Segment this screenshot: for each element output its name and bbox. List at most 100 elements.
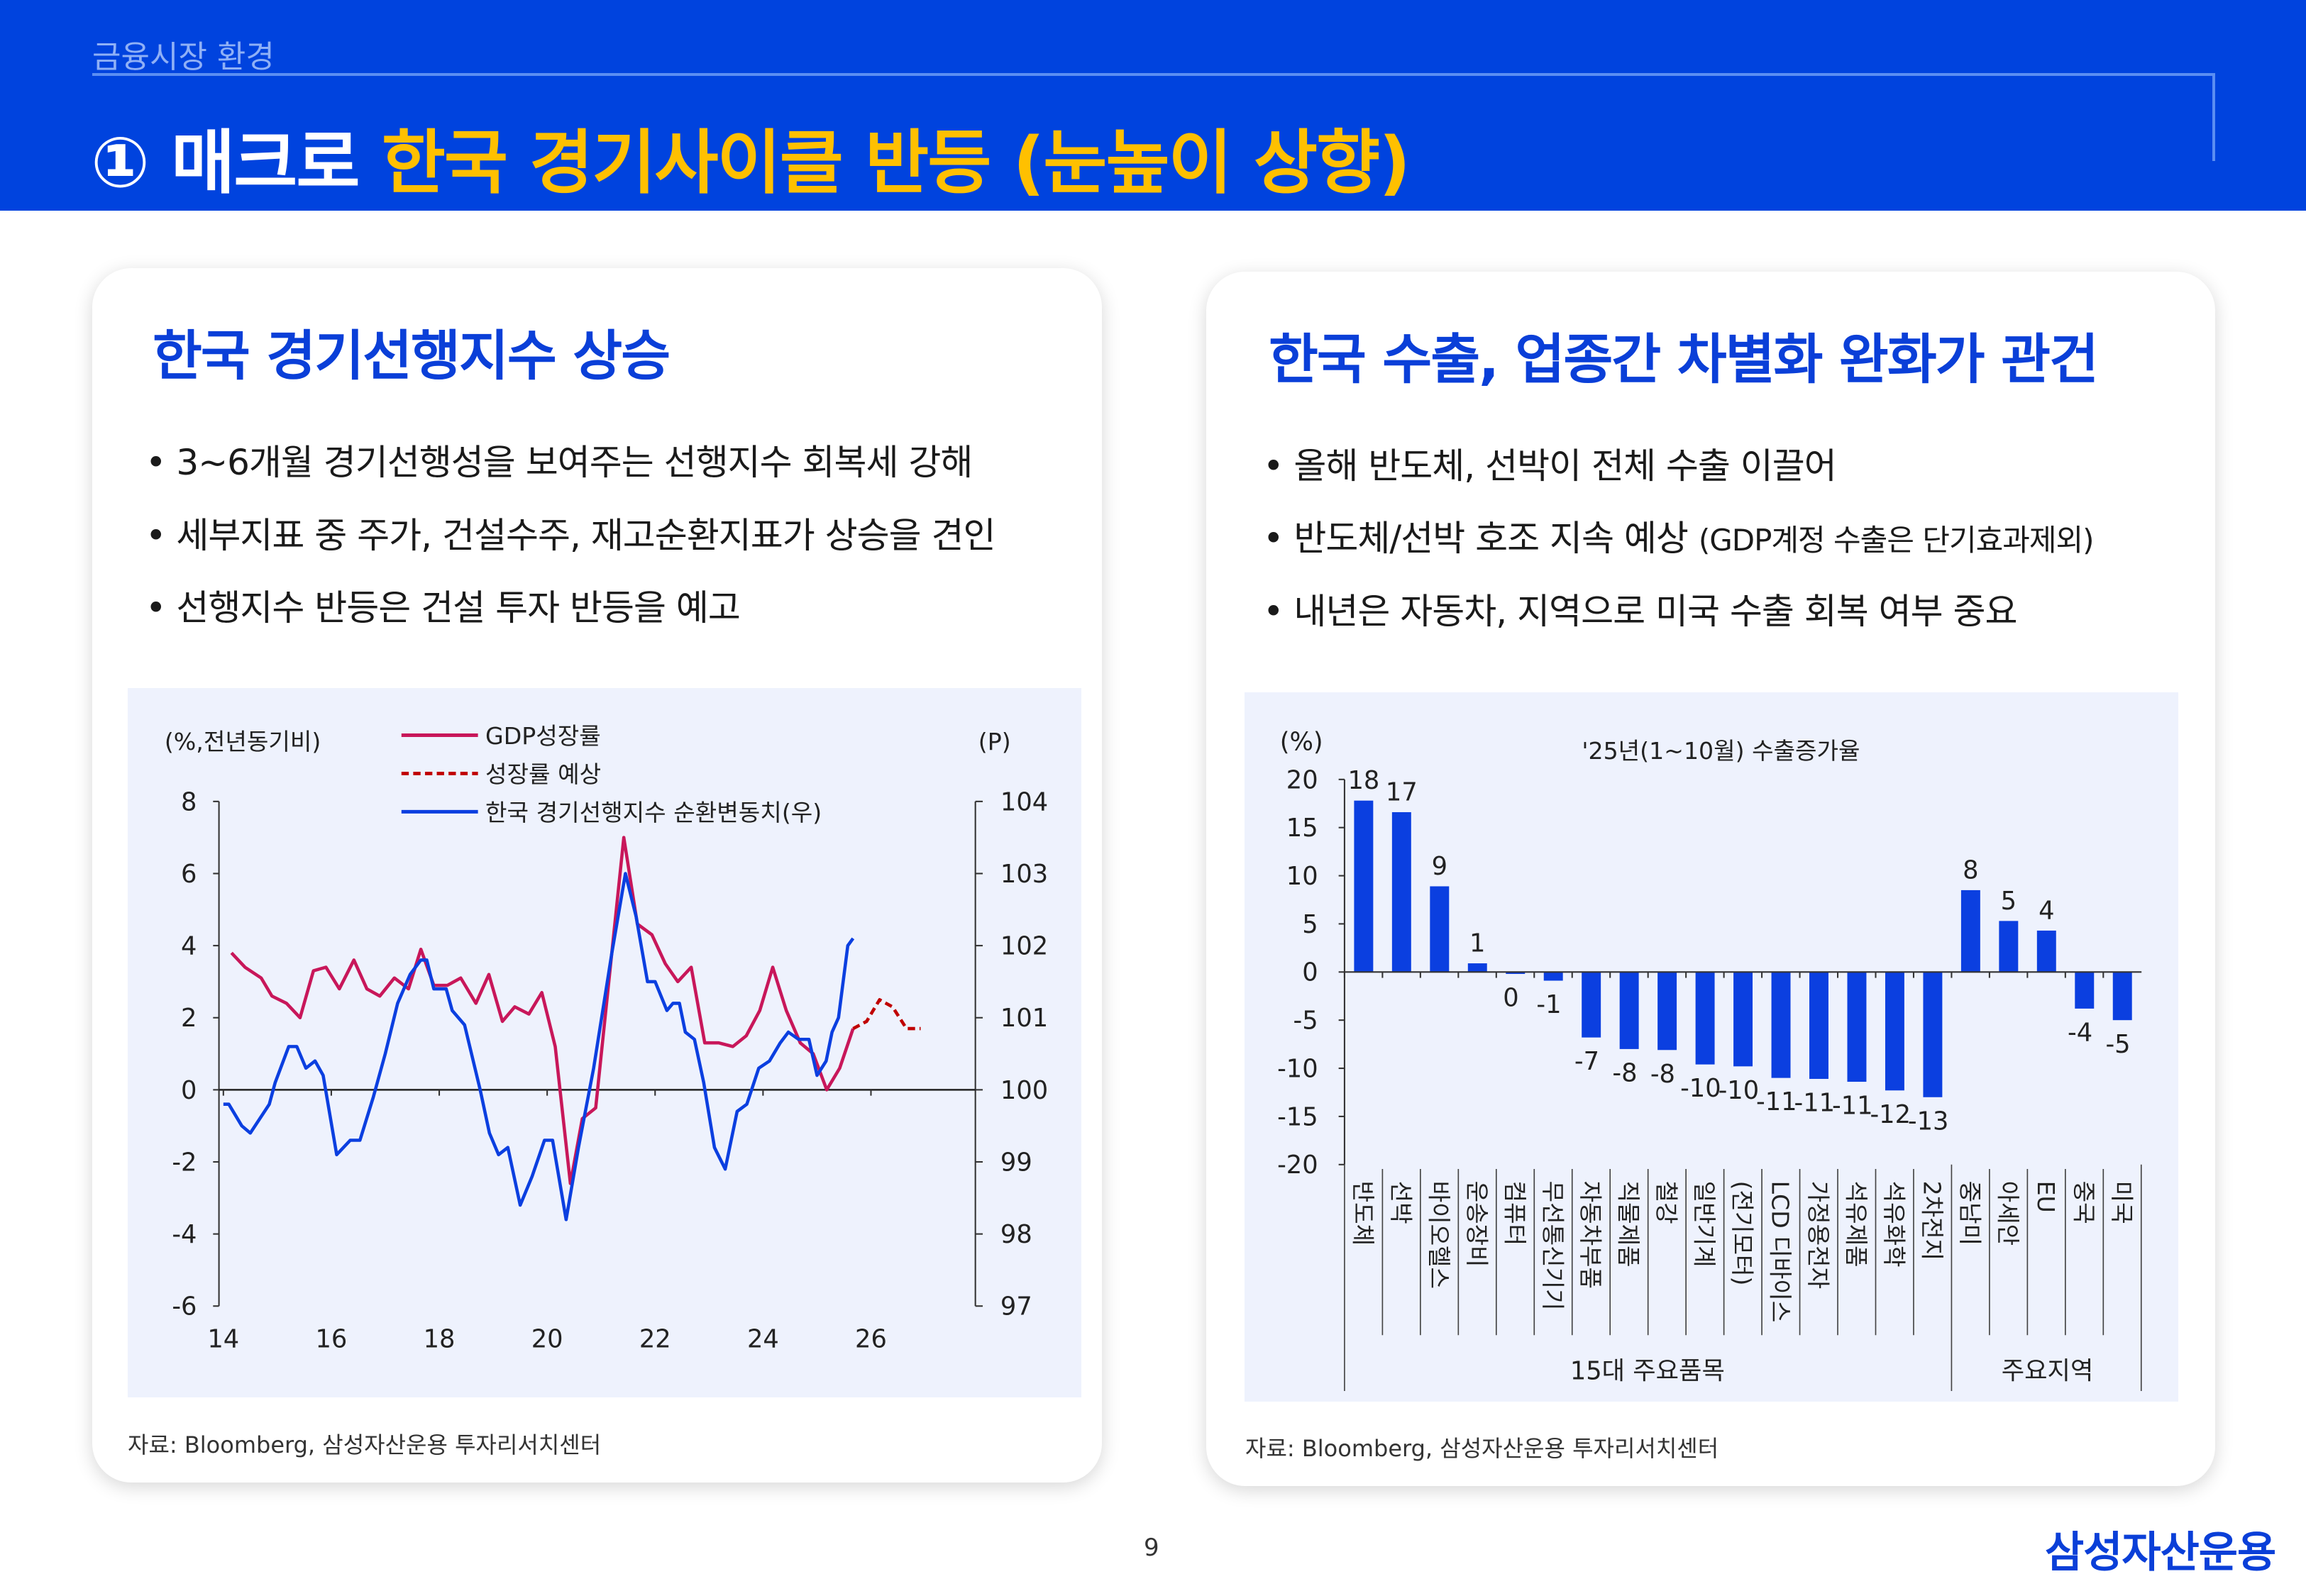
bar (1391, 811, 1411, 972)
bar-value-label: 0 (1503, 984, 1518, 1013)
right-card-heading: 한국 수출, 업종간 차별화 완화가 관건 (1269, 328, 2099, 391)
bar (1582, 972, 1601, 1038)
bar (2112, 972, 2132, 1021)
x-tick-label: 18 (424, 1324, 456, 1353)
bar (1657, 972, 1677, 1051)
right-tick-label: 97 (1000, 1292, 1032, 1321)
bar-value-label: -12 (1870, 1100, 1911, 1129)
title-category: 매크로 (171, 123, 360, 204)
section-label: 금융시장 환경 (92, 39, 275, 75)
bar-value-label: 5 (2001, 887, 2017, 916)
left-tick-label: 0 (181, 1076, 197, 1105)
category-label: 컴퓨터 (1501, 1181, 1528, 1246)
bar-value-label: -8 (1650, 1060, 1675, 1089)
title-number: ① (91, 123, 150, 204)
company-logo: 삼성자산운용 (2045, 1528, 2276, 1578)
bar-value-label: -10 (1680, 1074, 1721, 1103)
page-number: 9 (1144, 1534, 1159, 1562)
y-tick-label: -15 (1277, 1102, 1318, 1131)
bar (2075, 972, 2095, 1009)
export-growth-chart-panel: 20 15 10 5 0 -5 -10 -15 -20 (%) '25년(1~10월) 수출증가율 1… (1245, 692, 2178, 1402)
series-line-0 (230, 836, 855, 1185)
left-tick-label: 6 (181, 860, 197, 889)
category-label: 일반기계 (1691, 1181, 1719, 1268)
category-label: EU (2032, 1181, 2060, 1213)
bar (1619, 972, 1639, 1049)
bar (1467, 963, 1487, 972)
category-label: 직물제품 (1615, 1181, 1643, 1268)
bar-value-label: 18 (1347, 766, 1379, 795)
category-label: 반도체 (1349, 1181, 1377, 1246)
y-tick-label: 10 (1286, 862, 1318, 891)
bar (1506, 972, 1526, 975)
bar-value-label: -11 (1756, 1087, 1797, 1116)
bar-value-label: 8 (1963, 855, 1978, 885)
category-label: 바이오헬스 (1425, 1181, 1452, 1289)
bar-value-label: -7 (1574, 1047, 1599, 1076)
y-axis-unit: (%) (1280, 727, 1323, 756)
x-tick-label: 26 (855, 1324, 887, 1353)
bar-value-label: 1 (1469, 929, 1485, 958)
bullet-note: (GDP계정 수출은 단기효과제외) (1698, 523, 2095, 558)
category-label: 무선통신기기 (1539, 1181, 1567, 1311)
left-axis-unit: (%,전년동기비) (165, 728, 321, 755)
left-source: 자료: Bloomberg, 삼성자산운용 투자리서치센터 (128, 1431, 602, 1458)
right-bullet: • 올해 반도체, 선박이 전체 수출 이끌어 (1263, 438, 1837, 489)
right-tick-label: 103 (1000, 860, 1048, 889)
series-line-2 (223, 872, 855, 1221)
bar (1809, 972, 1828, 1079)
bar-value-label: -5 (2105, 1030, 2130, 1059)
left-card-heading: 한국 경기선행지수 상승 (153, 324, 671, 387)
category-label: 가정용전자 (1804, 1181, 1832, 1289)
left-bullet: • 세부지표 중 주가, 건설수주, 재고순환지표가 상승을 견인 (145, 515, 996, 556)
left-tick-label: 8 (181, 787, 197, 816)
bar (1430, 886, 1450, 972)
category-label: 석유화학 (1880, 1181, 1908, 1268)
left-tick-label: 4 (181, 932, 197, 961)
category-label: 중국 (2070, 1181, 2097, 1224)
category-label: 아세안 (1994, 1181, 2021, 1246)
bar (1695, 972, 1715, 1065)
title-text: 한국 경기사이클 반등 (눈높이 상향) (381, 123, 1411, 204)
header-banner: 금융시장 환경 ① 매크로 한국 경기사이클 반등 (눈높이 상향) (0, 0, 2306, 211)
y-tick-label: 20 (1286, 765, 1318, 794)
right-source: 자료: Bloomberg, 삼성자산운용 투자리서치센터 (1245, 1435, 1719, 1462)
bar-value-label: -11 (1832, 1092, 1873, 1121)
y-tick-label: 0 (1302, 958, 1318, 987)
left-bullet: • 3~6개월 경기선행성을 보여주는 선행지수 회복세 강해 (145, 442, 973, 483)
category-label: 석유제품 (1843, 1181, 1870, 1268)
bar (1733, 972, 1753, 1067)
group-label: 주요지역 (2002, 1356, 2094, 1385)
category-label: 중남미 (1956, 1181, 1984, 1246)
legend-label: 성장률 예상 (485, 760, 601, 788)
bar-value-label: -1 (1536, 990, 1561, 1019)
y-tick-label: -10 (1277, 1054, 1318, 1083)
bar (1354, 800, 1374, 972)
category-label: 운송장비 (1463, 1181, 1491, 1268)
bar-value-label: -4 (2068, 1018, 2092, 1047)
right-bullet: • 내년은 자동차, 지역으로 미국 수출 회복 여부 중요 (1263, 583, 2018, 634)
category-label: 선박 (1387, 1181, 1415, 1224)
bar-value-label: 9 (1432, 852, 1447, 881)
right-tick-label: 101 (1000, 1004, 1048, 1033)
bar-value-label: 4 (2039, 896, 2054, 925)
right-tick-label: 102 (1000, 932, 1048, 961)
category-label: 미국 (2108, 1181, 2136, 1224)
category-label: 철강 (1653, 1181, 1680, 1224)
left-tick-label: -6 (172, 1292, 197, 1321)
right-bullet: • 반도체/선박 호조 지속 예상 (GDP계정 수출은 단기효과제외) (1263, 510, 2095, 561)
category-label: 자동차부품 (1577, 1181, 1604, 1289)
right-tick-label: 99 (1000, 1148, 1032, 1177)
bar (1847, 972, 1867, 1082)
header-divider-end (2212, 73, 2215, 161)
left-tick-label: 2 (181, 1004, 197, 1033)
header-divider (92, 73, 2215, 76)
series-line-1 (852, 998, 921, 1031)
x-tick-label: 20 (531, 1324, 563, 1353)
bar-value-label: 17 (1386, 777, 1418, 807)
category-label: 2차전지 (1918, 1181, 1946, 1261)
page-title: ① 매크로 한국 경기사이클 반등 (눈높이 상향) (91, 106, 1411, 207)
right-axis-unit: (P) (978, 728, 1011, 755)
